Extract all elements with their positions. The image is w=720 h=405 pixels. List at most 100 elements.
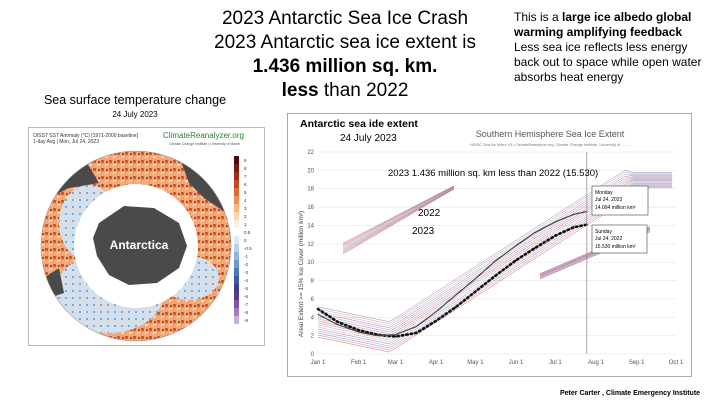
- inset-line: [342, 185, 455, 245]
- inset-line: [342, 188, 455, 254]
- series-point-2022: [474, 278, 476, 280]
- y-tick-label: 2: [311, 334, 315, 340]
- antarctica-landmass: [93, 206, 187, 285]
- series-point-2023: [454, 306, 457, 309]
- callout-2022-value: 15.530 million km²: [595, 244, 636, 250]
- series-point-2022: [554, 221, 556, 223]
- series-point-2022: [435, 311, 437, 313]
- y-axis-ticks: 0 2 4 6 8 10 12 14 16 18 20 22: [307, 150, 314, 358]
- x-tick-label: Jan 1: [311, 360, 326, 366]
- colorbar-tick-label: -1: [244, 254, 248, 259]
- map-header2: 1-day Avg | Mon, Jul 24, 2023: [33, 139, 99, 145]
- historical-year-line: [317, 174, 673, 326]
- series-point-2023: [533, 247, 536, 250]
- albedo-note: This is a large ice albedo global warmin…: [514, 10, 714, 85]
- colorbar-tick-label: -3: [244, 270, 248, 275]
- colorbar-tick-label: -8: [244, 310, 248, 315]
- series-point-2022: [358, 331, 360, 333]
- label-2022: 2022: [418, 208, 441, 219]
- sst-title: Sea surface temperature change: [43, 93, 227, 107]
- note-rest: Less sea ice reflects less energy back o…: [514, 40, 702, 84]
- y-tick-label: 20: [307, 168, 314, 174]
- overlay-title: Antarctic sea ide extent: [300, 118, 418, 130]
- y-tick-label: 12: [307, 242, 314, 248]
- colorbar-tick-label: 2: [244, 214, 247, 219]
- headline: 2023 Antarctic Sea Ice Crash 2023 Antarc…: [205, 7, 485, 103]
- callout-2023: Monday Jul 24, 2023 14.094 million km²: [591, 185, 649, 216]
- inset-line: [342, 186, 455, 249]
- series-point-2023: [515, 259, 517, 262]
- colorbar-tick-label: 3: [244, 206, 247, 211]
- series-point-2022: [533, 232, 535, 234]
- y-tick-label: 6: [311, 297, 315, 303]
- x-tick-label: Mar 1: [388, 360, 404, 366]
- series-point-2023: [474, 290, 477, 293]
- colorbar-tick-label: 5: [244, 190, 247, 195]
- series-point-2022: [415, 325, 417, 327]
- x-tick-label: May 1: [467, 360, 484, 366]
- inset-line: [342, 185, 455, 244]
- colorbar-tick-label: 0: [244, 238, 247, 243]
- series-point-2023: [317, 308, 319, 310]
- note-prefix: This is a: [514, 10, 563, 24]
- callout-2022-day: Sunday: [595, 229, 612, 235]
- x-axis-ticks: Jan 1 Feb 1 Mar 1 Apr 1 May 1 Jun 1 Jul 1 Aug 1…: [311, 360, 684, 366]
- colorbar-tick-label: 7: [244, 174, 247, 179]
- colorbar-tick-label: 6: [244, 182, 247, 187]
- y-tick-label: 16: [307, 205, 314, 211]
- inset-line: [342, 186, 455, 248]
- chart-title: Southern Hemisphere Sea Ice Extent: [476, 129, 625, 139]
- colorbar-tick-label: -6: [244, 294, 248, 299]
- sst-map-panel: OISST SST Anomaly (°C) [1971-2000 baseli…: [28, 127, 265, 346]
- x-tick-label: Feb 1: [351, 360, 367, 366]
- series-point-2022: [455, 294, 457, 296]
- colorbar-tick-label: 9: [244, 158, 247, 163]
- sst-date: 24 July 2023: [112, 110, 158, 119]
- x-tick-label: Sep 1: [629, 360, 645, 366]
- brand-sub: Climate Change Institute | University of…: [169, 142, 240, 146]
- headline-than: than 2022: [318, 80, 409, 101]
- y-tick-label: 10: [307, 260, 314, 266]
- headline-line2: 2023 Antarctic sea ice extent is: [214, 32, 476, 53]
- colorbar-tick-label: -0.5: [244, 246, 252, 251]
- callout-2022: Sunday Jul 24, 2022 15.530 million km²: [591, 224, 648, 254]
- historical-year-line: [317, 175, 673, 328]
- y-tick-label: 22: [307, 150, 314, 156]
- inset-line: [342, 188, 455, 252]
- colorbar-tick-label: 4: [244, 198, 247, 203]
- headline-line4: less than 2022: [205, 79, 485, 103]
- y-tick-label: 4: [311, 315, 315, 321]
- historical-year-line: [317, 172, 673, 324]
- footer-credit: Peter Carter , Climate Emergency Institu…: [560, 390, 701, 397]
- x-tick-label: Jun 1: [509, 360, 524, 366]
- y-tick-label: 18: [307, 187, 314, 193]
- series-point-2022: [337, 324, 339, 326]
- callout-2023-value: 14.094 million km²: [595, 205, 636, 211]
- antarctica-label: Antarctica: [110, 238, 169, 252]
- sea-ice-chart: Antarctic sea ide extent 24 July 2023 So…: [298, 118, 684, 366]
- series-point-2023: [572, 226, 575, 229]
- x-tick-label: Jul 1: [549, 360, 562, 366]
- series-point-2023: [435, 320, 437, 322]
- colorbar-tick-label: 0.5: [244, 230, 251, 235]
- sea-ice-chart-panel: Antarctic sea ide extent 24 July 2023 So…: [287, 113, 692, 377]
- headline-line3: 1.436 million sq. km.: [252, 56, 438, 77]
- inset-line: [342, 188, 455, 255]
- sst-map: OISST SST Anomaly (°C) [1971-2000 baseli…: [33, 131, 252, 342]
- colorbar-ticks: 9 8 7 6 5 4 3 2 1 0.5 0 -0.5 -1 -2 -3 -4 -5 -6 -7 -8 -9: [244, 158, 252, 323]
- series-point-2022: [494, 260, 496, 262]
- colorbar-tick-label: -2: [244, 262, 248, 267]
- inset-line: [342, 187, 455, 250]
- series-point-2023: [394, 335, 397, 338]
- x-tick-label: Oct 1: [669, 360, 684, 366]
- headline-less: less: [281, 80, 319, 101]
- callout-2023-date: Jul 24, 2023: [595, 197, 622, 203]
- y-axis-label: Areal Extent >= 15% Ice Cover (million k…: [298, 211, 305, 337]
- series-point-2023: [554, 234, 557, 237]
- series-point-2022: [394, 334, 396, 336]
- colorbar-tick-label: -9: [244, 318, 248, 323]
- colorbar-tick-label: 1: [244, 222, 247, 227]
- colorbar-tick-label: -7: [244, 302, 248, 307]
- overlay-date: 24 July 2023: [340, 133, 397, 144]
- colorbar-tick-label: -5: [244, 286, 248, 291]
